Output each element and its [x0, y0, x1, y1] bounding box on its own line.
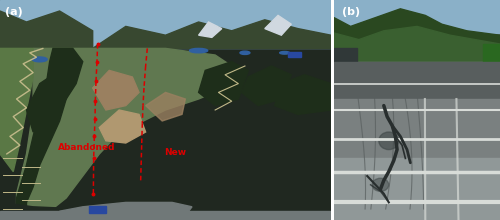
- Polygon shape: [274, 75, 331, 114]
- Polygon shape: [334, 158, 500, 220]
- Polygon shape: [0, 211, 331, 220]
- Text: New: New: [164, 148, 186, 157]
- Polygon shape: [92, 70, 139, 110]
- Polygon shape: [92, 20, 331, 48]
- Bar: [334, 62, 500, 220]
- Polygon shape: [334, 26, 500, 62]
- Polygon shape: [334, 9, 500, 62]
- Polygon shape: [334, 62, 500, 99]
- Text: (b): (b): [342, 7, 360, 16]
- Bar: [288, 52, 301, 57]
- Polygon shape: [242, 66, 292, 106]
- Bar: [334, 48, 357, 70]
- Polygon shape: [198, 22, 222, 37]
- Polygon shape: [100, 110, 146, 143]
- Polygon shape: [16, 48, 238, 220]
- Bar: [334, 0, 500, 33]
- Polygon shape: [334, 99, 500, 158]
- Bar: [0, 0, 331, 48]
- Bar: [484, 44, 500, 70]
- Text: Abandoned: Abandoned: [58, 143, 116, 152]
- Ellipse shape: [190, 48, 208, 53]
- Text: (a): (a): [5, 7, 22, 16]
- Ellipse shape: [379, 132, 398, 150]
- Ellipse shape: [372, 178, 389, 191]
- Polygon shape: [265, 15, 291, 35]
- Bar: [90, 206, 106, 213]
- Polygon shape: [60, 202, 192, 220]
- Polygon shape: [0, 11, 92, 48]
- Ellipse shape: [280, 51, 289, 54]
- Polygon shape: [0, 194, 331, 220]
- Ellipse shape: [32, 57, 47, 62]
- Polygon shape: [26, 70, 73, 132]
- Ellipse shape: [240, 51, 250, 54]
- Polygon shape: [0, 48, 33, 172]
- Polygon shape: [198, 62, 248, 106]
- Polygon shape: [146, 92, 186, 121]
- Polygon shape: [16, 48, 83, 220]
